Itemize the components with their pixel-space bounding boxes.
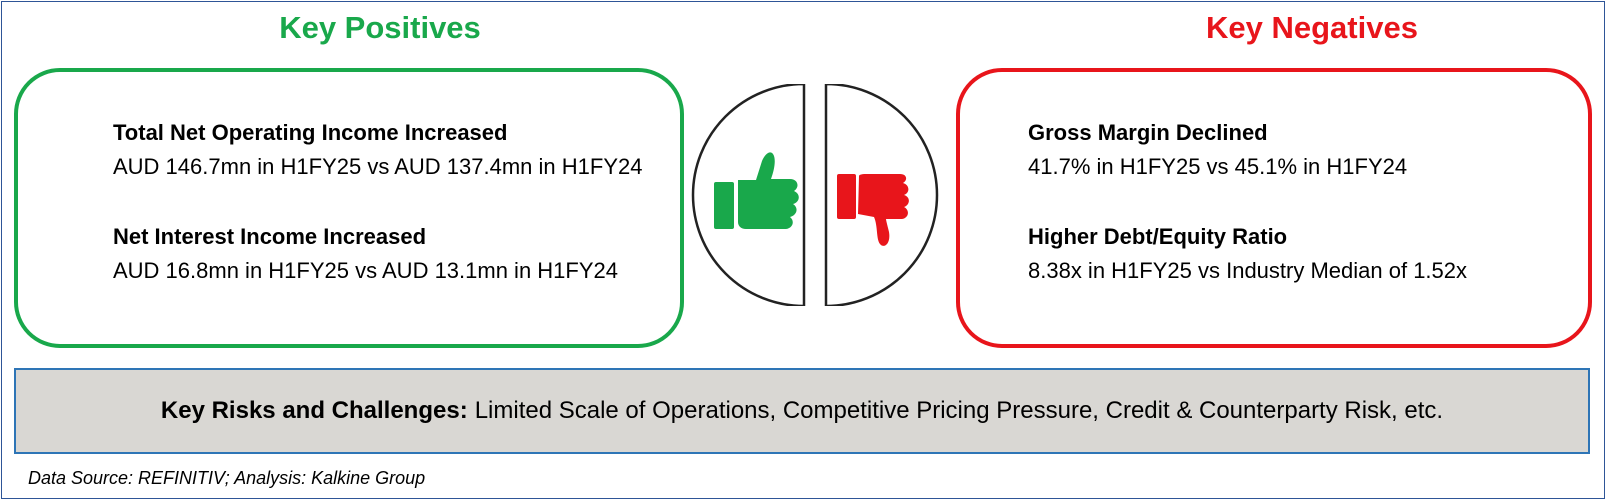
negative-item-detail: 8.38x in H1FY25 vs Industry Median of 1.… [1028, 258, 1468, 283]
negatives-heading: Key Negatives [1206, 10, 1418, 45]
negative-item-detail: 41.7% in H1FY25 vs 45.1% in H1FY24 [1028, 154, 1408, 179]
positive-item: Net Interest Income Increased AUD 16.8mn… [113, 222, 618, 286]
positive-item: Total Net Operating Income Increased AUD… [113, 118, 642, 182]
thumbs-down-icon [837, 174, 909, 246]
thumbs-split-circle [691, 84, 939, 306]
negative-item-title: Higher Debt/Equity Ratio [1028, 224, 1288, 249]
positives-box: Total Net Operating Income Increased AUD… [14, 68, 684, 348]
positive-item-title: Net Interest Income Increased [113, 224, 427, 249]
key-risks-label: Key Risks and Challenges: [160, 397, 468, 424]
data-source-note: Data Source: REFINITIV; Analysis: Kalkin… [28, 468, 426, 488]
negatives-box: Gross Margin Declined 41.7% in H1FY25 vs… [956, 68, 1592, 348]
negative-item: Higher Debt/Equity Ratio 8.38x in H1FY25… [1028, 222, 1467, 286]
positive-item-detail: AUD 146.7mn in H1FY25 vs AUD 137.4mn in … [113, 154, 643, 179]
key-risks-text: Limited Scale of Operations, Competitive… [474, 397, 1444, 424]
key-risks-banner: Key Risks and Challenges: Limited Scale … [14, 368, 1590, 454]
negative-item: Gross Margin Declined 41.7% in H1FY25 vs… [1028, 118, 1407, 182]
positive-item-detail: AUD 16.8mn in H1FY25 vs AUD 13.1mn in H1… [113, 258, 619, 283]
positives-heading: Key Positives [279, 10, 481, 45]
positive-item-title: Total Net Operating Income Increased [113, 120, 508, 145]
thumbs-up-icon [714, 152, 799, 229]
negative-item-title: Gross Margin Declined [1028, 120, 1268, 145]
